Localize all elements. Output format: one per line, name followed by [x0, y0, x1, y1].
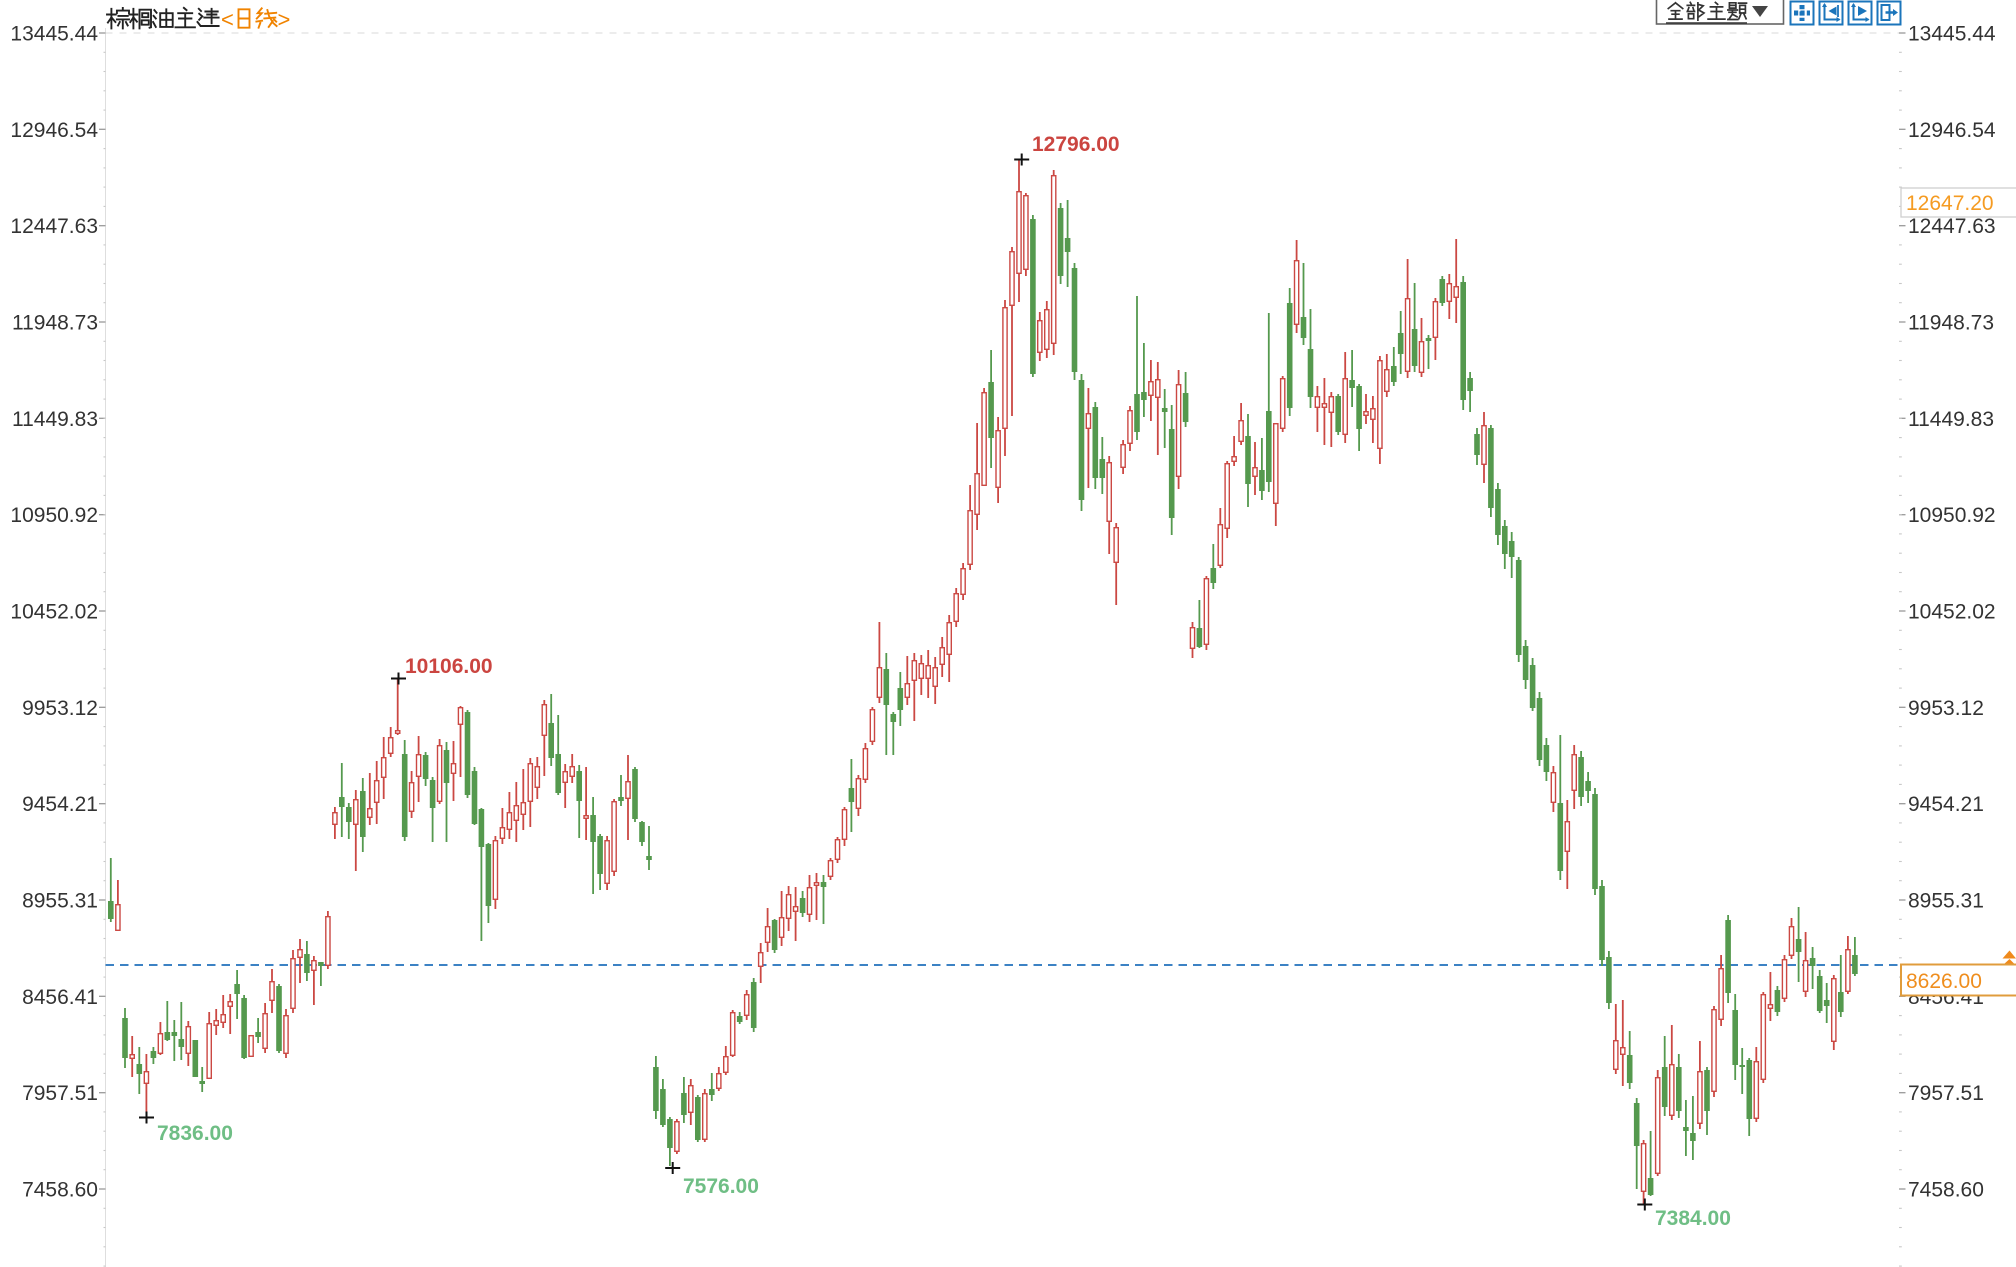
svg-text:10950.92: 10950.92 [10, 504, 98, 527]
svg-text:7957.51: 7957.51 [22, 1082, 98, 1105]
svg-text:10452.02: 10452.02 [10, 601, 98, 624]
svg-text:7836.00: 7836.00 [157, 1122, 233, 1145]
svg-text:12447.63: 12447.63 [10, 215, 98, 238]
svg-text:7576.00: 7576.00 [683, 1175, 759, 1198]
svg-text:<: < [221, 7, 234, 32]
svg-text:10950.92: 10950.92 [1908, 504, 1996, 527]
svg-text:9454.21: 9454.21 [1908, 793, 1984, 816]
svg-text:7458.60: 7458.60 [1908, 1179, 1984, 1202]
svg-text:11449.83: 11449.83 [1908, 408, 1994, 431]
svg-text:12796.00: 12796.00 [1032, 133, 1120, 156]
svg-text:13445.44: 13445.44 [10, 23, 98, 46]
svg-text:9953.12: 9953.12 [22, 697, 98, 720]
svg-text:8955.31: 8955.31 [22, 890, 98, 913]
svg-text:10106.00: 10106.00 [405, 655, 493, 678]
svg-text:11449.83: 11449.83 [12, 408, 98, 431]
svg-text:9953.12: 9953.12 [1908, 697, 1984, 720]
svg-text:7458.60: 7458.60 [22, 1179, 98, 1202]
svg-text:11948.73: 11948.73 [1908, 312, 1994, 335]
svg-text:11948.73: 11948.73 [12, 312, 98, 335]
svg-text:8955.31: 8955.31 [1908, 890, 1984, 913]
svg-text:8626.00: 8626.00 [1906, 970, 1982, 993]
svg-text:10452.02: 10452.02 [1908, 601, 1996, 624]
svg-text:12946.54: 12946.54 [1908, 119, 1996, 142]
svg-text:>: > [278, 7, 291, 32]
svg-text:7957.51: 7957.51 [1908, 1082, 1984, 1105]
svg-text:7384.00: 7384.00 [1655, 1207, 1731, 1230]
svg-text:9454.21: 9454.21 [22, 793, 98, 816]
svg-text:13445.44: 13445.44 [1908, 23, 1996, 46]
svg-text:12946.54: 12946.54 [10, 119, 98, 142]
svg-text:12647.20: 12647.20 [1906, 192, 1994, 215]
svg-text:8456.41: 8456.41 [22, 986, 98, 1009]
svg-text:12447.63: 12447.63 [1908, 215, 1996, 238]
